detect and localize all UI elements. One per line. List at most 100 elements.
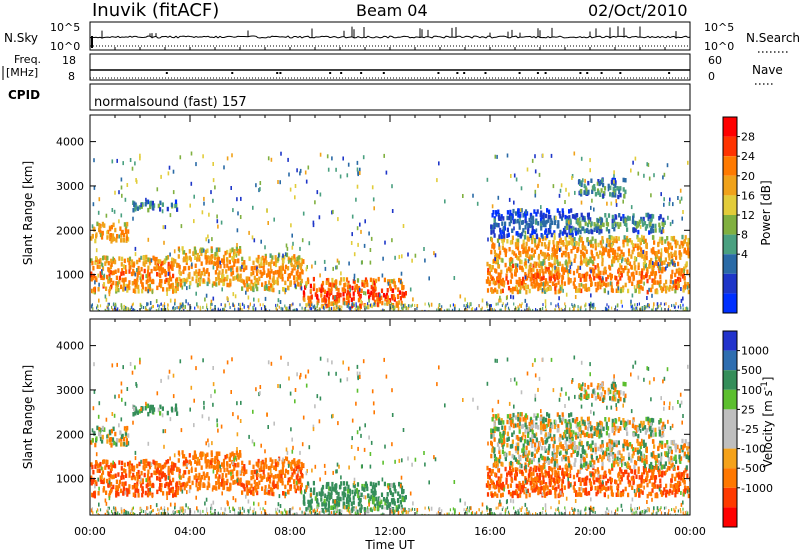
power-cell	[681, 243, 684, 249]
velocity-cell	[106, 459, 109, 465]
power-cell	[338, 305, 341, 310]
power-cell	[468, 305, 470, 309]
power-cell	[123, 222, 126, 227]
freq-left-tick-top: 18	[62, 54, 76, 67]
power-cell	[640, 279, 643, 284]
power-cell	[510, 273, 513, 279]
power-cell	[588, 219, 591, 225]
power-cell	[204, 255, 207, 260]
power-cell	[539, 249, 543, 255]
power-cell	[363, 291, 365, 295]
power-cell	[605, 277, 608, 282]
power-cell	[583, 190, 586, 195]
power-cell	[493, 249, 496, 255]
power-cell	[132, 302, 134, 306]
power-cell	[120, 271, 123, 277]
power-cell	[347, 304, 349, 308]
power-cell	[287, 157, 289, 162]
velocity-cell	[580, 492, 583, 498]
power-cell	[532, 235, 535, 240]
power-cell	[318, 287, 321, 292]
power-cell	[547, 266, 550, 272]
power-cell	[339, 292, 342, 298]
power-cell	[680, 268, 683, 273]
power-cell	[513, 173, 516, 178]
velocity-cell	[348, 495, 351, 500]
power-cell	[485, 279, 488, 284]
velocity-cell	[262, 470, 265, 475]
power-cell	[570, 261, 573, 266]
power-cell	[529, 223, 532, 229]
power-cell	[612, 248, 615, 253]
power-cell	[561, 263, 564, 269]
power-cell	[169, 275, 172, 280]
power-cell	[333, 300, 336, 306]
power-cell	[472, 193, 474, 198]
power-cell	[557, 302, 559, 306]
power-cell	[357, 289, 360, 294]
power-cell	[509, 261, 512, 267]
power-cell	[197, 253, 199, 258]
power-cell	[488, 309, 490, 311]
power-cell	[180, 224, 183, 229]
power-cell	[262, 266, 265, 271]
power-cell	[126, 288, 129, 293]
power-cell	[305, 267, 308, 272]
power-cell	[391, 288, 395, 293]
velocity-cell	[174, 490, 177, 495]
power-cell	[260, 307, 263, 311]
power-cell	[269, 253, 272, 258]
velocity-cell	[380, 492, 384, 497]
power-cell	[106, 255, 109, 261]
power-cell	[565, 267, 568, 273]
power-cell	[666, 285, 669, 291]
power-cell	[189, 203, 191, 208]
power-cell	[524, 209, 528, 214]
power-cell	[207, 255, 210, 260]
cpid-panel-frame	[89, 83, 691, 111]
power-cell	[173, 288, 177, 293]
power-cell	[599, 224, 602, 230]
power-cell	[584, 304, 586, 308]
power-cell	[281, 255, 284, 261]
velocity-cell	[343, 491, 346, 497]
power-cell	[519, 285, 522, 291]
velocity-cell	[676, 485, 679, 490]
power-cell	[533, 279, 536, 284]
velocity-cell	[270, 473, 273, 478]
power-cell	[523, 235, 527, 240]
velocity-cell	[641, 472, 644, 477]
velocity-cell	[683, 485, 687, 490]
velocity-cell	[566, 467, 569, 472]
velocity-cell	[506, 484, 510, 489]
power-cell	[545, 303, 547, 307]
power-cell	[653, 240, 656, 245]
velocity-cell	[632, 475, 635, 481]
power-cell	[635, 220, 637, 225]
power-cell	[569, 279, 572, 284]
power-cell	[525, 290, 528, 295]
velocity-cell	[158, 470, 161, 475]
power-cell	[512, 263, 515, 269]
power-cell	[610, 201, 613, 206]
power-cell	[654, 274, 657, 279]
power-cell	[391, 238, 393, 243]
velocity-cell	[126, 425, 129, 431]
power-cell	[627, 275, 630, 281]
power-cell	[370, 303, 373, 308]
power-cell	[580, 200, 583, 205]
power-cell	[154, 260, 157, 266]
power-cell	[107, 303, 109, 307]
nsky-right-tick-bottom: 10^0	[704, 40, 734, 53]
power-cell	[207, 272, 210, 277]
power-cell	[361, 279, 364, 285]
power-cell	[524, 230, 527, 235]
power-cell	[167, 308, 169, 311]
power-cell	[683, 266, 686, 271]
power-cell	[118, 219, 120, 224]
power-cell	[508, 308, 510, 311]
velocity-cell	[592, 476, 595, 481]
power-cell	[443, 309, 446, 311]
frequency-dot	[579, 72, 582, 74]
power-cell	[604, 247, 607, 253]
